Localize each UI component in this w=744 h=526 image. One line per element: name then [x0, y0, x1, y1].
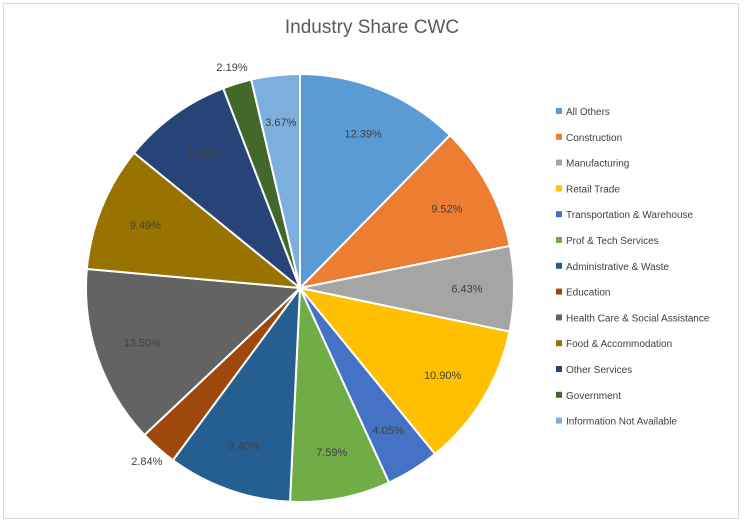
data-label-food-and-accommodation: 9.49% — [130, 220, 161, 232]
legend-item-administrative-and-waste: Administrative & Waste — [556, 262, 669, 273]
legend-label-construction: Construction — [566, 133, 622, 144]
data-label-construction: 9.52% — [431, 204, 462, 216]
pie-slices — [85, 72, 515, 503]
legend-label-health-care-and-social-assistance: Health Care & Social Assistance — [566, 313, 710, 324]
legend-item-food-and-accommodation: Food & Accommodation — [556, 339, 672, 350]
pie-slice-all-others — [299, 72, 452, 291]
legend-swatch-food-and-accommodation — [556, 340, 562, 347]
legend-label-information-not-available: Information Not Available — [566, 417, 677, 428]
legend-swatch-retail-trade — [556, 185, 562, 192]
legend-label-manufacturing: Manufacturing — [566, 159, 629, 170]
legend-item-manufacturing: Manufacturing — [556, 159, 629, 170]
legend-item-retail-trade: Retail Trade — [556, 184, 620, 195]
legend-swatch-other-services — [556, 366, 562, 372]
pie-slice-food-and-accommodation — [85, 151, 304, 290]
data-label-administrative-and-waste: 9.40% — [229, 440, 260, 452]
legend: All Others Construction Manufacturing Retai… — [556, 107, 710, 428]
data-label-education: 2.84% — [131, 456, 162, 468]
legend-swatch-prof-and-tech-services — [556, 237, 562, 243]
legend-swatch-all-others — [556, 108, 562, 114]
pie-slice-administrative-and-waste — [171, 284, 302, 503]
legend-item-government: Government — [556, 391, 621, 402]
legend-label-prof-and-tech-services: Prof & Tech Services — [566, 236, 659, 247]
legend-label-food-and-accommodation: Food & Accommodation — [566, 339, 672, 350]
pie-data-labels: 12.39% 9.52% 6.43% 10.90% 4.05% 7.59% 9.40% 2.8… — [124, 62, 483, 468]
pie-slice-prof-and-tech-services — [288, 287, 391, 503]
data-label-prof-and-tech-services: 7.59% — [316, 447, 347, 459]
legend-label-all-others: All Others — [566, 107, 610, 118]
legend-label-other-services: Other Services — [566, 365, 632, 376]
legend-label-government: Government — [566, 391, 621, 402]
legend-label-transportation-and-warehouse: Transportation & Warehouse — [566, 210, 694, 221]
pie-slice-other-services — [132, 86, 303, 292]
data-label-information-not-available: 3.67% — [265, 117, 296, 129]
data-label-government: 2.19% — [216, 62, 247, 74]
legend-item-information-not-available: Information Not Available — [556, 417, 677, 428]
legend-swatch-transportation-and-warehouse — [556, 211, 562, 218]
chart-title: Industry Share CWC — [284, 17, 460, 38]
legend-swatch-government — [556, 391, 562, 398]
legend-item-construction: Construction — [556, 133, 622, 144]
data-label-other-services: 8.30% — [186, 148, 217, 160]
data-label-all-others: 12.39% — [345, 128, 383, 140]
data-label-health-care-and-social-assistance: 13.50% — [124, 338, 162, 350]
data-label-manufacturing: 6.43% — [451, 284, 482, 296]
legend-label-administrative-and-waste: Administrative & Waste — [566, 262, 669, 273]
pie-slice-information-not-available — [250, 72, 301, 289]
data-label-retail-trade: 10.90% — [424, 370, 462, 382]
legend-item-transportation-and-warehouse: Transportation & Warehouse — [556, 210, 694, 221]
legend-swatch-information-not-available — [556, 417, 562, 424]
legend-swatch-manufacturing — [556, 159, 562, 166]
pie-slice-construction — [297, 133, 512, 290]
legend-item-prof-and-tech-services: Prof & Tech Services — [556, 236, 659, 247]
data-label-transportation-and-warehouse: 4.05% — [372, 425, 403, 437]
legend-item-all-others: All Others — [556, 107, 610, 118]
legend-item-health-care-and-social-assistance: Health Care & Social Assistance — [556, 313, 710, 324]
legend-label-education: Education — [566, 288, 610, 299]
legend-swatch-health-care-and-social-assistance — [556, 314, 562, 321]
legend-item-education: Education — [556, 288, 610, 299]
legend-label-retail-trade: Retail Trade — [566, 184, 620, 195]
legend-swatch-education — [556, 288, 562, 295]
pie-slice-health-care-and-social-assistance — [85, 267, 303, 437]
legend-swatch-construction — [556, 133, 562, 140]
pie-slice-retail-trade — [297, 286, 511, 456]
legend-swatch-administrative-and-waste — [556, 262, 562, 269]
legend-item-other-services: Other Services — [556, 365, 632, 376]
